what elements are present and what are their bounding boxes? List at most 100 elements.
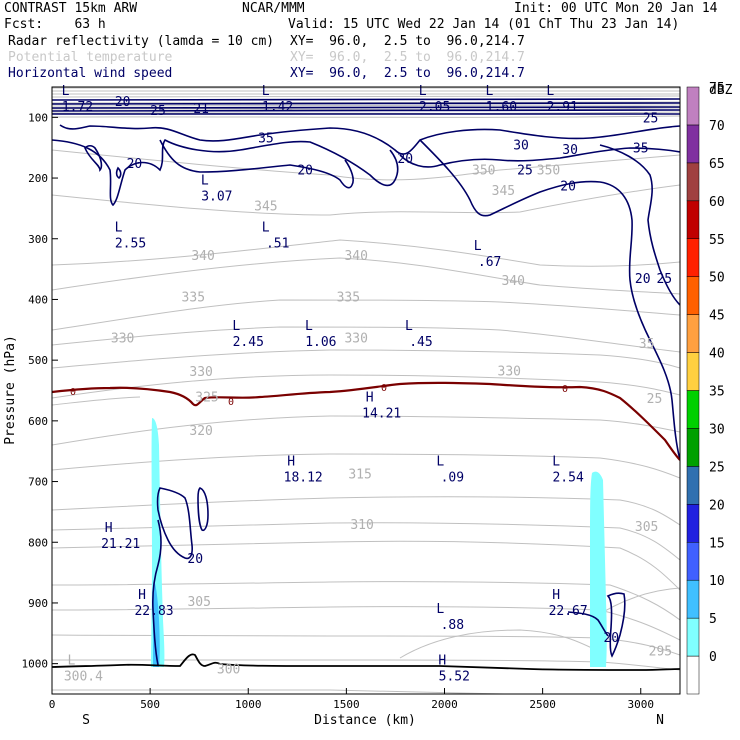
- extremum-type: H: [366, 391, 374, 406]
- colorbar-level-label: 65: [709, 157, 725, 172]
- wind-label: 20: [397, 152, 413, 167]
- colorbar-level-label: 60: [709, 195, 725, 210]
- south-label: S: [82, 713, 90, 728]
- freezing-label: 0: [70, 387, 76, 398]
- reflectivity-column-north: [590, 471, 607, 667]
- extremum-type: L: [552, 454, 560, 469]
- y-tick-label: 900: [28, 597, 48, 610]
- extremum-value: 2.55: [115, 237, 146, 252]
- north-label: N: [656, 713, 664, 728]
- colorbar-level-label: 30: [709, 422, 725, 437]
- colorbar-level-label: 10: [709, 574, 725, 589]
- theta-label: 350: [537, 164, 560, 179]
- extremum-type: L: [262, 84, 270, 99]
- theta-label: 320: [189, 424, 212, 439]
- wind-labels: 20 25 21 35 20 20 30 25 20 30 35 25 20 25 20 20 20: [115, 95, 672, 646]
- x-axis: 0 500 1000 1500 2000 2500 3000: [49, 688, 654, 711]
- theta-label: 340: [501, 274, 524, 289]
- colorbar-swatch: [686, 238, 700, 277]
- extremum-value: 5.52: [439, 670, 470, 685]
- colorbar-level-label: 55: [709, 233, 725, 248]
- extremum-type: L: [436, 602, 444, 617]
- extremum-type: L: [436, 454, 444, 469]
- theta-label: 350: [472, 164, 495, 179]
- y-tick-label: 800: [28, 536, 48, 549]
- colorbar-level-label: 0: [709, 650, 717, 665]
- theta-label: 340: [344, 249, 367, 264]
- y-tick-label: 600: [28, 415, 48, 428]
- theta-label: 340: [191, 249, 214, 264]
- colorbar-swatch: [686, 276, 700, 315]
- colorbar-level-label: 70: [709, 119, 725, 134]
- theta-label: 315: [348, 468, 371, 483]
- y-tick-label: 300: [28, 233, 48, 246]
- y-axis-label: Pressure (hPa): [3, 335, 18, 445]
- reflectivity-fill: [151, 418, 607, 667]
- colorbar-swatch: [686, 617, 700, 657]
- plot-area: [52, 87, 680, 694]
- freezing-level-labels: 0 0 0 0: [70, 383, 568, 408]
- field-reflectivity-xy: XY= 96.0, 2.5 to 96.0,214.7: [290, 34, 525, 49]
- extremum-type: L: [115, 221, 123, 236]
- theta-label: 295: [649, 644, 672, 659]
- freezing-label: 0: [228, 397, 234, 408]
- wind-label: 21: [193, 102, 209, 117]
- y-tick-label: 500: [28, 354, 48, 367]
- init-time: Init: 00 UTC Mon 20 Jan 14: [514, 1, 718, 16]
- extremum-type: L: [419, 84, 427, 99]
- wind-label: 20: [635, 272, 651, 287]
- colorbar: 0 5 10 15 20 25 30 35 40 45 50 55 60 65 70 75: [686, 81, 725, 695]
- extremum-value: 2.45: [233, 335, 264, 350]
- theta-label: 335: [182, 290, 205, 305]
- extremum-type: L: [405, 319, 413, 334]
- terrain-line: [52, 653, 680, 671]
- wind-label: 35: [633, 142, 649, 157]
- extremum-type: L: [62, 84, 70, 99]
- extremum-type: L: [546, 84, 554, 99]
- extremum-value: 1.60: [486, 100, 517, 115]
- colorbar-level-label: 40: [709, 347, 725, 362]
- theta-label: 305: [187, 595, 210, 610]
- wind-label: 25: [150, 104, 166, 119]
- theta-label: 330: [189, 365, 212, 380]
- colorbar-swatch: [686, 428, 700, 467]
- x-tick-label: 500: [140, 698, 160, 711]
- colorbar-level-label: 25: [709, 460, 725, 475]
- freezing-label: 0: [381, 383, 387, 394]
- model-title: CONTRAST 15km ARW: [4, 1, 138, 16]
- y-tick-label: 100: [28, 111, 48, 124]
- extremum-value: .45: [409, 335, 432, 350]
- extremum-type: H: [138, 588, 146, 603]
- colorbar-swatch: [686, 579, 700, 619]
- extremum-value: .67: [478, 255, 501, 270]
- org-label: NCAR/MMM: [242, 1, 305, 16]
- colorbar-level-label: 50: [709, 271, 725, 286]
- y-tick-label: 700: [28, 476, 48, 489]
- extremum-value: 22.67: [549, 604, 588, 619]
- theta-label: 330: [344, 332, 367, 347]
- extremum-type: H: [287, 454, 295, 469]
- y-tick-label: 200: [28, 172, 48, 185]
- wind-label: 20: [297, 164, 313, 179]
- y-tick-label: 400: [28, 293, 48, 306]
- colorbar-level-label: 15: [709, 536, 725, 551]
- colorbar-level-label: 75: [709, 81, 725, 96]
- extremum-type: H: [438, 654, 446, 669]
- wind-label: 30: [513, 139, 529, 154]
- freezing-label: 0: [562, 384, 568, 395]
- extremum-type: L: [305, 319, 313, 334]
- colorbar-swatch: [686, 466, 700, 505]
- valid-time: Valid: 15 UTC Wed 22 Jan 14 (01 ChT Thu …: [288, 17, 680, 32]
- theta-label: 35: [639, 337, 655, 352]
- wind-label: 20: [603, 631, 619, 646]
- theta-label: 300: [217, 663, 240, 678]
- extremum-type: L: [474, 239, 482, 254]
- extremum-type: H: [105, 521, 113, 536]
- theta-label: 305: [635, 520, 658, 535]
- colorbar-swatch: [686, 124, 700, 164]
- colorbar-swatch: [686, 655, 700, 695]
- y-axis: 100 200 300 400 500 600 700 800 900 1000: [22, 111, 58, 671]
- wind-label: 25: [643, 111, 659, 126]
